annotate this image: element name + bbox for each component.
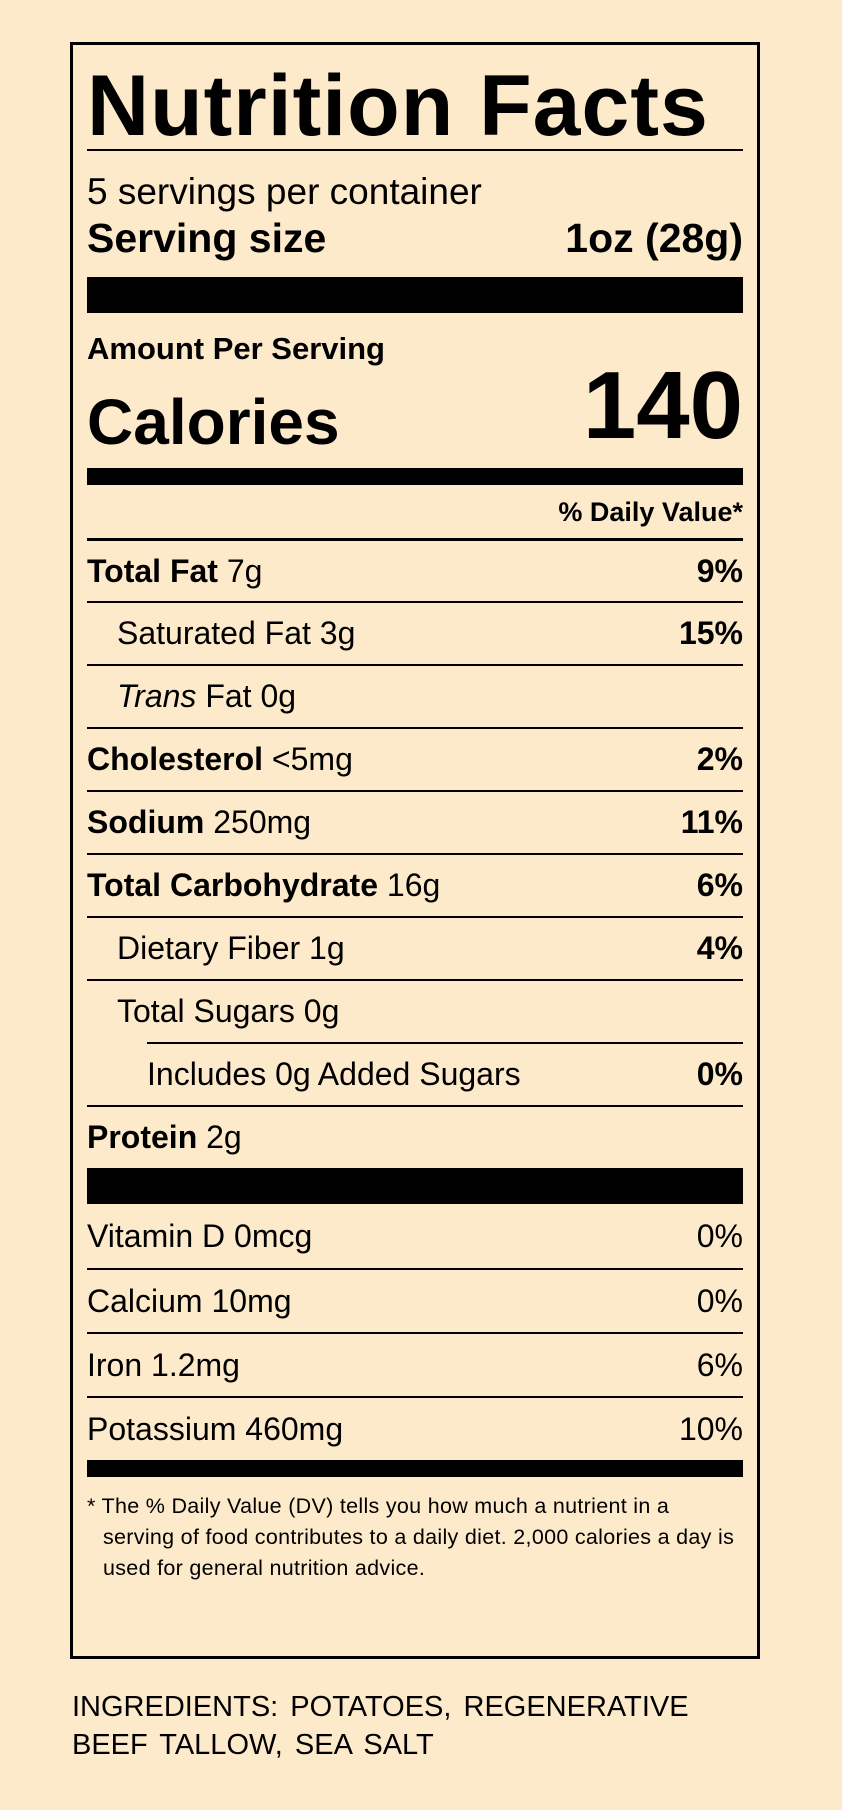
nutrient-row-trans-fat: Trans Fat 0g	[87, 664, 743, 727]
nutrient-row-sodium: Sodium 250mg 11%	[87, 790, 743, 853]
nutrient-name: Fat	[205, 678, 252, 714]
vitamin-dv: 0%	[696, 1217, 743, 1254]
nutrient-amount: 0g	[260, 678, 297, 714]
nutrient-amount: 2g	[206, 1119, 242, 1155]
nutrient-amount: 1g	[309, 930, 345, 966]
vitamin-row-potassium: Potassium 460mg 10%	[87, 1396, 743, 1460]
vitamin-row-iron: Iron 1.2mg 6%	[87, 1332, 743, 1396]
amount-per-serving: Amount Per Serving	[87, 331, 385, 366]
nutrient-row-cholesterol: Cholesterol <5mg 2%	[87, 727, 743, 790]
nutrient-name: Protein	[87, 1119, 198, 1155]
nutrient-dv: 9%	[696, 552, 743, 589]
daily-value-footnote: * The % Daily Value (DV) tells you how m…	[87, 1494, 735, 1581]
nutrient-amount: 16g	[386, 867, 441, 903]
thick-divider	[87, 277, 743, 313]
nutrient-row-saturated-fat: Saturated Fat 3g 15%	[87, 601, 743, 664]
vitamin-row-calcium: Calcium 10mg 0%	[87, 1268, 743, 1332]
medium-divider	[87, 468, 743, 485]
nutrient-name: Includes 0g Added Sugars	[147, 1056, 521, 1092]
nutrient-name: Sodium	[87, 804, 205, 840]
nutrient-row-dietary-fiber: Dietary Fiber 1g 4%	[87, 916, 743, 979]
nutrient-dv: 6%	[696, 867, 743, 903]
calories-value: 140	[582, 352, 743, 459]
nutrient-name: Total Fat	[87, 552, 218, 589]
serving-size-value: 1oz (28g)	[565, 215, 743, 261]
nutrient-amount: 250mg	[213, 804, 312, 840]
ingredients-text: INGREDIENTS: POTATOES, REGENERATIVE BEEF…	[72, 1691, 689, 1761]
vitamin-name: Iron 1.2mg	[87, 1346, 240, 1383]
nutrient-name: Cholesterol	[87, 741, 264, 777]
nutrient-amount: 7g	[226, 552, 263, 589]
nutrient-amount: 0g	[303, 993, 340, 1029]
nutrient-row-added-sugars: Includes 0g Added Sugars 0%	[87, 1042, 743, 1105]
vitamin-row-vitamin-d: Vitamin D 0mcg 0%	[87, 1204, 743, 1268]
nutrient-amount: 3g	[319, 615, 356, 651]
daily-value-header: % Daily Value*	[558, 497, 743, 527]
calories-label: Calories	[87, 386, 340, 458]
nutrient-dv: 11%	[680, 804, 743, 840]
thick-divider	[87, 1168, 743, 1204]
nutrient-name-italic: Trans	[117, 678, 197, 714]
nutrient-name: Total Sugars	[117, 993, 295, 1029]
vitamin-dv: 10%	[678, 1410, 743, 1447]
nutrient-name: Dietary Fiber	[117, 930, 301, 966]
vitamin-name: Potassium 460mg	[87, 1410, 344, 1447]
vitamin-name: Vitamin D 0mcg	[87, 1217, 313, 1254]
nutrient-dv: 4%	[696, 930, 743, 966]
nutrient-dv: 2%	[696, 741, 743, 777]
medium-divider	[87, 1460, 743, 1477]
nutrient-dv: 15%	[678, 615, 743, 651]
nutrient-row-total-fat: Total Fat 7g 9%	[87, 538, 743, 601]
calories-row: Calories 140	[87, 358, 743, 458]
nutrient-row-protein: Protein 2g	[87, 1105, 743, 1168]
vitamin-dv: 0%	[696, 1282, 743, 1319]
nutrient-name: Saturated Fat	[117, 615, 311, 651]
nutrient-row-total-sugars: Total Sugars 0g	[87, 979, 743, 1042]
nutrient-dv: 0%	[696, 1056, 743, 1092]
serving-size-label: Serving size	[87, 215, 327, 261]
vitamin-name: Calcium 10mg	[87, 1282, 292, 1319]
vitamin-dv: 6%	[696, 1346, 743, 1383]
servings-per-container: 5 servings per container	[87, 171, 482, 212]
nutrient-amount: <5mg	[271, 741, 353, 777]
nutrition-facts-label: Nutrition Facts 5 servings per container…	[70, 42, 760, 1659]
nutrient-row-total-carbohydrate: Total Carbohydrate 16g 6%	[87, 853, 743, 916]
nutrient-name: Total Carbohydrate	[87, 867, 378, 903]
divider	[87, 149, 743, 151]
label-title: Nutrition Facts	[87, 58, 709, 154]
serving-size-row: Serving size 1oz (28g)	[87, 218, 743, 259]
